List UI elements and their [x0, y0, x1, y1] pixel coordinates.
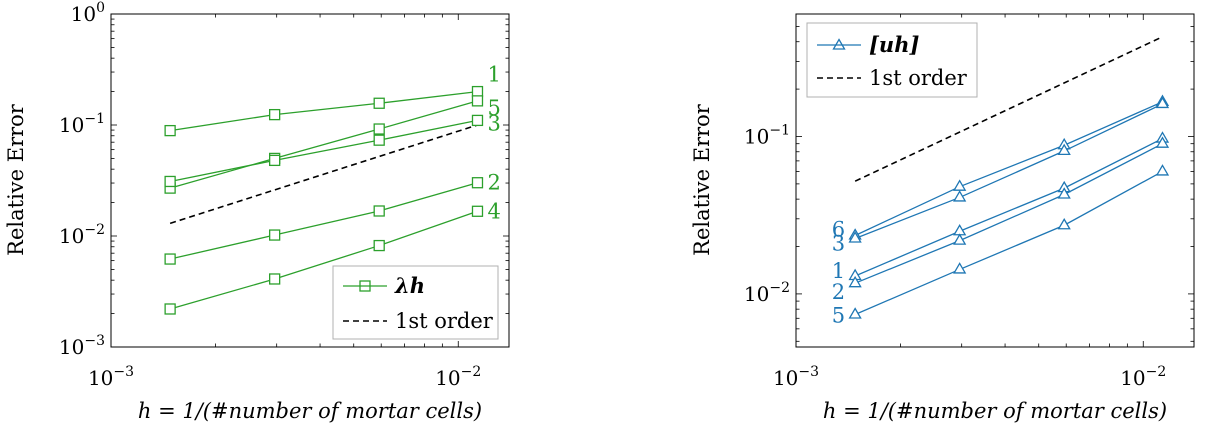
- square-marker: [164, 124, 176, 137]
- y-tick-label: 10−3: [59, 333, 105, 359]
- triangle-marker: [1155, 136, 1170, 148]
- series-label-2: 2: [487, 171, 500, 195]
- square-marker: [471, 177, 484, 189]
- y-tick-label: 100: [71, 0, 105, 26]
- right-axis-ticks: [795, 13, 1194, 347]
- series-line-5: [169, 100, 478, 189]
- right-legend-triangle-marker: [832, 38, 846, 50]
- series-line-2: [169, 182, 478, 260]
- series-label-2: 2: [832, 280, 845, 304]
- triangle-marker: [848, 275, 862, 288]
- x-tick-label: 10−2: [1120, 364, 1166, 390]
- series-label-3: 3: [487, 111, 500, 135]
- left-legend-square-marker: [359, 280, 371, 292]
- triangle-marker: [1057, 217, 1071, 230]
- square-marker: [373, 97, 385, 109]
- square-marker: [269, 154, 281, 167]
- right-y-axis-title: Relative Error: [690, 103, 714, 256]
- reference-line-1st-order: [169, 124, 478, 225]
- left-x-axis-title: h = 1/(#number of mortar cells): [138, 399, 482, 423]
- left-y-axis-title: Relative Error: [4, 103, 28, 256]
- square-marker: [269, 229, 281, 241]
- square-marker: [471, 205, 484, 217]
- series-line-4: [169, 210, 478, 310]
- series-line-3: [169, 119, 478, 183]
- square-marker: [373, 123, 385, 135]
- triangle-marker: [1057, 143, 1071, 156]
- triangle-marker: [953, 262, 967, 274]
- reference-line-1st-order: [854, 36, 1163, 182]
- series-line-3: [854, 103, 1163, 240]
- triangle-marker: [1057, 187, 1071, 199]
- right-plot-frame: [795, 13, 1195, 348]
- right-reference-line: [854, 36, 1163, 182]
- right-legend-ref-label: 1st order: [869, 66, 968, 90]
- right-x-axis-title: h = 1/(#number of mortar cells): [823, 399, 1167, 423]
- square-marker: [471, 85, 484, 98]
- left-legend-box: [332, 265, 499, 340]
- series-line-6: [854, 101, 1163, 237]
- x-tick-label: 10−3: [88, 364, 134, 390]
- square-marker: [164, 175, 176, 188]
- y-tick-label: 10−2: [59, 222, 105, 248]
- right-legend-series-label: [uh]: [869, 32, 919, 57]
- series-line-5: [854, 170, 1163, 316]
- left-series: 1 53 2 4: [164, 63, 501, 315]
- right-series: 63 125: [832, 94, 1170, 327]
- triangle-marker: [1155, 96, 1170, 109]
- right-chart: 63 125 10−3 10−2 10−1 10−2 h = 1/(#number of…: [690, 13, 1195, 423]
- left-plot-frame: [110, 13, 510, 348]
- triangle-marker: [848, 307, 862, 319]
- left-chart: 1 53 2 4 10−3 10−2 100 10−1 10−2 10−3 h = 1/(#nu…: [4, 0, 510, 423]
- square-marker: [269, 108, 281, 121]
- left-legend-ref-label: 1st order: [395, 309, 494, 333]
- right-legend: [uh] 1st order: [806, 22, 978, 98]
- y-tick-label: 10−1: [59, 111, 105, 137]
- triangle-marker: [953, 190, 967, 202]
- series-label-5: 5: [832, 303, 845, 327]
- left-legend: λh 1st order: [332, 265, 499, 340]
- triangle-marker: [1155, 164, 1170, 176]
- square-marker: [164, 303, 176, 315]
- series-line-2: [854, 143, 1163, 284]
- square-marker: [373, 205, 385, 217]
- triangle-marker: [848, 231, 862, 243]
- right-tick-labels: 10−3 10−2 10−1 10−2: [744, 122, 1166, 390]
- square-marker: [471, 114, 484, 127]
- series-label-1: 1: [832, 259, 845, 283]
- square-marker: [164, 253, 176, 265]
- series-line-1: [170, 90, 478, 132]
- square-marker: [269, 273, 281, 285]
- square-marker: [471, 95, 484, 107]
- series-line-1: [854, 137, 1163, 277]
- y-tick-label: 10−1: [744, 122, 790, 148]
- x-tick-label: 10−2: [435, 364, 481, 390]
- left-reference-line: [169, 124, 478, 225]
- series-label-6: 6: [832, 217, 845, 241]
- triangle-marker: [953, 233, 967, 245]
- series-label-1: 1: [487, 63, 500, 87]
- right-legend-box: [806, 22, 978, 98]
- y-tick-label: 10−2: [744, 280, 790, 306]
- series-label-4: 4: [487, 199, 500, 223]
- square-marker: [373, 239, 385, 252]
- left-tick-labels: 10−3 10−2 100 10−1 10−2 10−3: [59, 0, 481, 390]
- x-tick-label: 10−3: [773, 364, 819, 390]
- series-label-5: 5: [487, 96, 500, 120]
- left-legend-series-label: λh: [394, 273, 425, 298]
- series-label-3: 3: [832, 231, 845, 255]
- square-marker: [373, 134, 385, 146]
